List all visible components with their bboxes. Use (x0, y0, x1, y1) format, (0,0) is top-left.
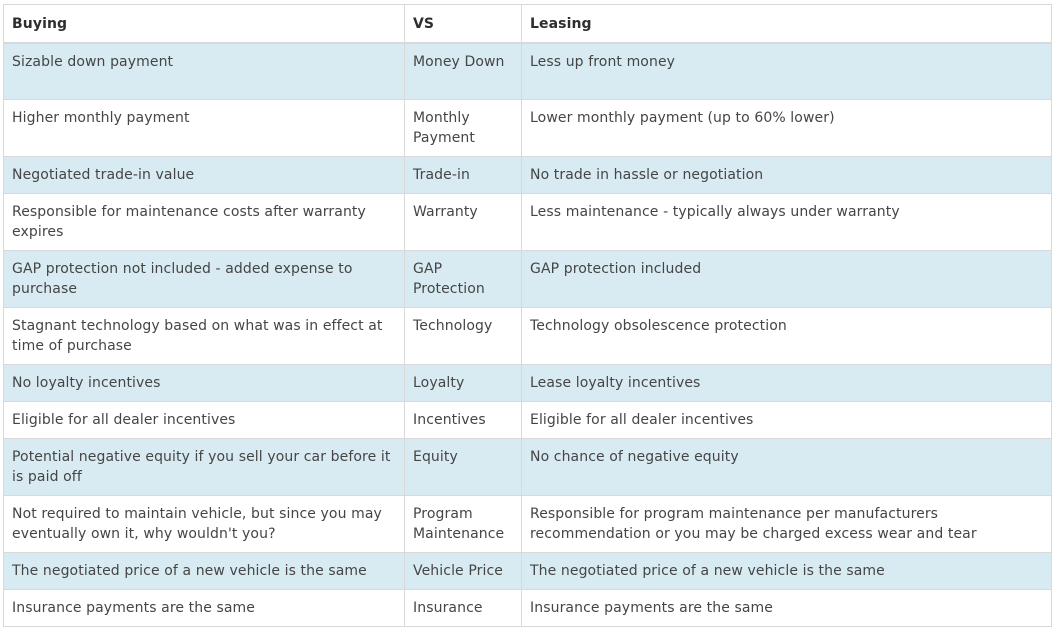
table-row: Not required to maintain vehicle, but si… (3, 495, 1052, 553)
buying-cell: GAP protection not included - added expe… (3, 250, 405, 308)
vs-cell: Trade-in (404, 156, 522, 194)
table-row: Responsible for maintenance costs after … (3, 193, 1052, 251)
table-row: Insurance payments are the same Insuranc… (3, 589, 1052, 627)
buying-cell: Stagnant technology based on what was in… (3, 307, 405, 365)
vs-cell: Loyalty (404, 364, 522, 402)
leasing-cell: No trade in hassle or negotiation (521, 156, 1052, 194)
header-leasing: Leasing (521, 4, 1052, 44)
leasing-cell: Lease loyalty incentives (521, 364, 1052, 402)
vs-cell: Warranty (404, 193, 522, 251)
buying-cell: Eligible for all dealer incentives (3, 401, 405, 439)
header-row: Buying VS Leasing (3, 4, 1052, 44)
header-buying: Buying (3, 4, 405, 44)
leasing-cell: Less maintenance - typically always unde… (521, 193, 1052, 251)
buying-cell: Sizable down payment (3, 42, 405, 100)
vs-cell: Vehicle Price (404, 552, 522, 590)
header-vs: VS (404, 4, 522, 44)
vs-cell: Insurance (404, 589, 522, 627)
leasing-cell: No chance of negative equity (521, 438, 1052, 496)
table-row: No loyalty incentives Loyalty Lease loya… (3, 364, 1052, 402)
table-row: Potential negative equity if you sell yo… (3, 438, 1052, 496)
leasing-cell: Technology obsolescence protection (521, 307, 1052, 365)
buying-cell: No loyalty incentives (3, 364, 405, 402)
leasing-cell: The negotiated price of a new vehicle is… (521, 552, 1052, 590)
table-row: Eligible for all dealer incentives Incen… (3, 401, 1052, 439)
vs-cell: Monthly Payment (404, 99, 522, 157)
vs-cell: Technology (404, 307, 522, 365)
leasing-cell: Eligible for all dealer incentives (521, 401, 1052, 439)
comparison-table-container: Buying VS Leasing Sizable down payment M… (3, 4, 1052, 627)
leasing-cell: Lower monthly payment (up to 60% lower) (521, 99, 1052, 157)
buying-cell: Negotiated trade-in value (3, 156, 405, 194)
vs-cell: GAP Protection (404, 250, 522, 308)
table-row: Stagnant technology based on what was in… (3, 307, 1052, 365)
buying-cell: Responsible for maintenance costs after … (3, 193, 405, 251)
table-row: The negotiated price of a new vehicle is… (3, 552, 1052, 590)
leasing-cell: GAP protection included (521, 250, 1052, 308)
buying-vs-leasing-table: Buying VS Leasing Sizable down payment M… (3, 4, 1052, 627)
table-row: Higher monthly payment Monthly Payment L… (3, 99, 1052, 157)
buying-cell: Not required to maintain vehicle, but si… (3, 495, 405, 553)
vs-cell: Equity (404, 438, 522, 496)
vs-cell: Program Maintenance (404, 495, 522, 553)
leasing-cell: Less up front money (521, 42, 1052, 100)
vs-cell: Incentives (404, 401, 522, 439)
buying-cell: Higher monthly payment (3, 99, 405, 157)
table-row: GAP protection not included - added expe… (3, 250, 1052, 308)
buying-cell: Insurance payments are the same (3, 589, 405, 627)
buying-cell: The negotiated price of a new vehicle is… (3, 552, 405, 590)
table-row: Negotiated trade-in value Trade-in No tr… (3, 156, 1052, 194)
table-row: Sizable down payment Money Down Less up … (3, 42, 1052, 100)
leasing-cell: Insurance payments are the same (521, 589, 1052, 627)
vs-cell: Money Down (404, 42, 522, 100)
buying-cell: Potential negative equity if you sell yo… (3, 438, 405, 496)
leasing-cell: Responsible for program maintenance per … (521, 495, 1052, 553)
